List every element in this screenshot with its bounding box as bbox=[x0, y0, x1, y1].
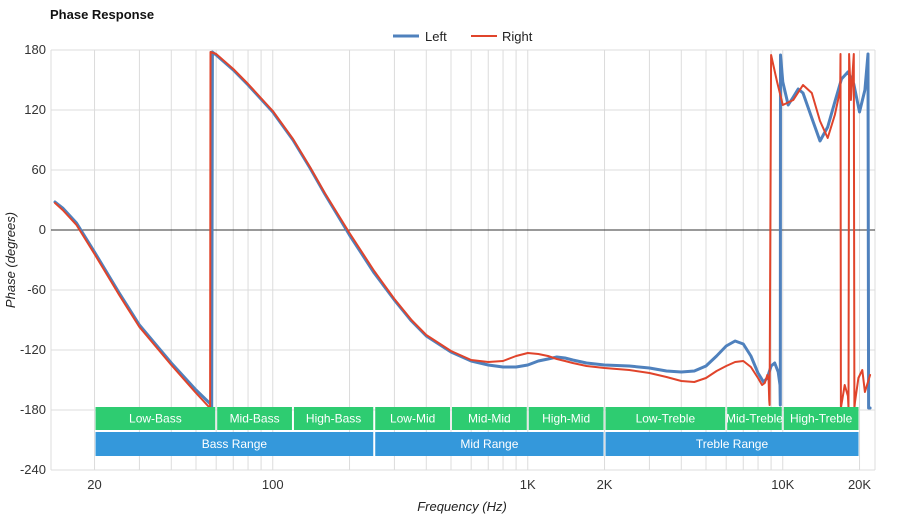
band-range-box bbox=[375, 432, 604, 456]
band-sub-label: Low-Bass bbox=[129, 412, 182, 426]
legend-label-right: Right bbox=[502, 29, 533, 44]
band-sub-label: Mid-Bass bbox=[230, 412, 280, 426]
band-sub-box bbox=[95, 407, 216, 430]
x-tick-label: 20K bbox=[848, 477, 871, 492]
band-sub-label: Mid-Treble bbox=[726, 412, 783, 426]
series-line-right bbox=[54, 51, 872, 409]
grid bbox=[50, 49, 876, 471]
x-tick-label: 2K bbox=[597, 477, 613, 492]
y-tick-label: 0 bbox=[39, 222, 46, 237]
band-sub-box bbox=[783, 407, 859, 430]
x-tick-label: 20 bbox=[87, 477, 101, 492]
y-tick-label: 180 bbox=[24, 42, 46, 57]
x-tick-label: 100 bbox=[262, 477, 284, 492]
x-tick-label: 1K bbox=[520, 477, 536, 492]
band-sub-box bbox=[217, 407, 292, 430]
band-sub-label: Low-Mid bbox=[390, 412, 435, 426]
band-sub-box bbox=[727, 407, 782, 430]
band-sub-label: Low-Treble bbox=[636, 412, 696, 426]
y-tick-label: -120 bbox=[20, 342, 46, 357]
y-axis-label: Phase (degrees) bbox=[3, 212, 18, 308]
band-range-label: Treble Range bbox=[696, 437, 769, 451]
y-tick-label: 120 bbox=[24, 102, 46, 117]
x-axis-label: Frequency (Hz) bbox=[417, 499, 507, 514]
band-range-box bbox=[605, 432, 859, 456]
band-range-box bbox=[95, 432, 374, 456]
band-sub-label: High-Bass bbox=[306, 412, 361, 426]
frequency-bands: Low-Bass Mid-Bass High-Bass Low-Mid Mid-Mid H… bbox=[95, 407, 859, 456]
band-sub-box bbox=[375, 407, 450, 430]
y-tick-label: 60 bbox=[32, 162, 46, 177]
band-sub-label: High-Treble bbox=[790, 412, 853, 426]
x-tick-label: 10K bbox=[771, 477, 794, 492]
band-sub-box bbox=[528, 407, 604, 430]
band-range-label: Mid Range bbox=[460, 437, 518, 451]
band-sub-label: High-Mid bbox=[542, 412, 590, 426]
legend: Left Right bbox=[393, 29, 533, 44]
y-axis-ticks: 180 120 60 0 -60 -120 -180 -240 bbox=[20, 42, 46, 477]
legend-label-left: Left bbox=[425, 29, 447, 44]
series-layer bbox=[53, 50, 872, 410]
band-sub-box bbox=[451, 407, 527, 430]
y-tick-label: -240 bbox=[20, 462, 46, 477]
band-sub-box bbox=[605, 407, 726, 430]
chart-title: Phase Response bbox=[50, 7, 154, 22]
y-tick-label: -180 bbox=[20, 402, 46, 417]
band-sub-label: Mid-Mid bbox=[468, 412, 511, 426]
band-range-label: Bass Range bbox=[202, 437, 268, 451]
band-sub-box bbox=[293, 407, 374, 430]
x-axis-ticks: 20 100 1K 2K 10K 20K bbox=[87, 477, 871, 492]
y-tick-label: -60 bbox=[27, 282, 46, 297]
